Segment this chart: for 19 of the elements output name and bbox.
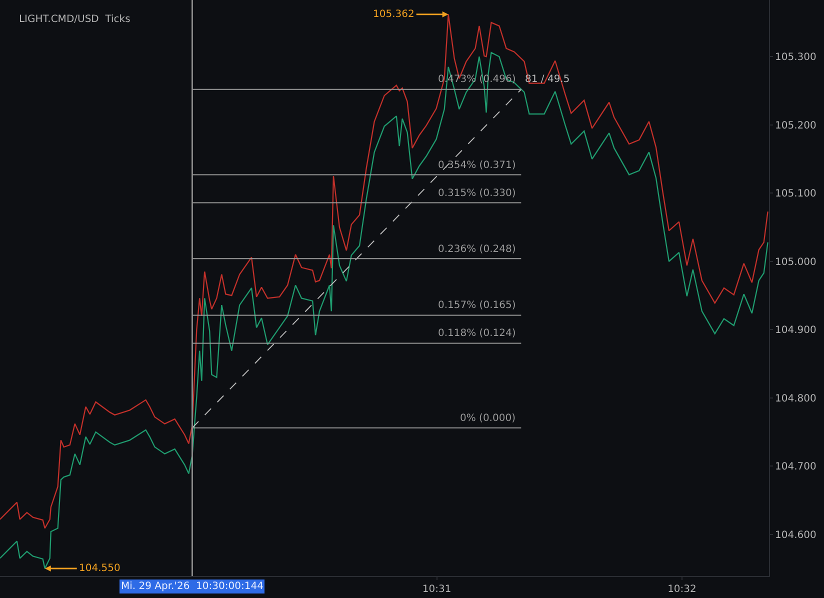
x-tick-label: 10:32 — [668, 584, 696, 595]
y-tick-label: 105.300 — [775, 52, 816, 64]
y-tick-label: 105.000 — [775, 256, 816, 268]
annotation: 105.362 — [373, 9, 414, 20]
annotation: 104.550 — [79, 563, 120, 574]
x-tick-label: 10:31 — [422, 584, 452, 595]
y-tick-label: 105.200 — [775, 120, 816, 132]
annotation: 0.157% (0.165) — [438, 300, 516, 311]
y-tick-label: 105.100 — [775, 188, 816, 200]
y-tick-label: 104.800 — [775, 393, 816, 404]
y-tick-label: 104.600 — [775, 530, 816, 541]
annotation: 0.315% (0.330) — [438, 188, 516, 199]
y-tick-label: 104.700 — [775, 462, 816, 473]
text: Mi. 29 Apr.'26 10:30:00:144 — [121, 581, 264, 592]
annotation: 0% (0.000) — [460, 413, 516, 424]
annotation: 0.118% (0.124) — [438, 328, 516, 339]
y-tick-label: 104.900 — [775, 325, 816, 336]
text: LIGHT.CMD/USD Ticks — [18, 14, 130, 25]
annotation: 0.236% (0.248) — [438, 244, 516, 255]
